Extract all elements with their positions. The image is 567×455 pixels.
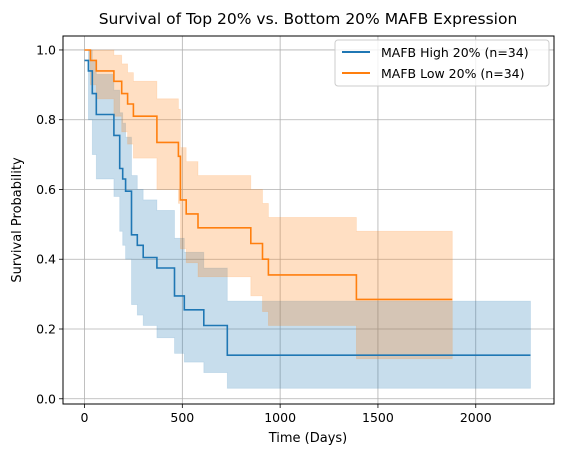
- chart-title: Survival of Top 20% vs. Bottom 20% MAFB …: [99, 10, 518, 28]
- y-tick-label-4: 0.8: [36, 112, 56, 127]
- plot-frame: [62, 35, 555, 405]
- y-tick-label-3: 0.6: [36, 182, 56, 197]
- x-tick-label-0: 0: [81, 410, 89, 425]
- y-tick-label-0: 0.0: [36, 391, 56, 406]
- legend-label-high: MAFB High 20% (n=34): [381, 45, 529, 60]
- x-tick-label-4: 2000: [460, 410, 492, 425]
- legend-box: [334, 39, 550, 87]
- legend: MAFB High 20% (n=34) MAFB Low 20% (n=34): [334, 39, 550, 87]
- ci-band-series-1: [84, 49, 453, 360]
- y-axis-ticks: 0.0 0.2 0.4 0.6 0.8 1.0: [36, 42, 63, 406]
- y-axis-label: Survival Probability: [10, 157, 25, 283]
- x-tick-label-3: 1500: [362, 410, 394, 425]
- y-tick-label-5: 1.0: [36, 42, 56, 57]
- ci-band-series-0: [84, 49, 531, 389]
- confidence-bands: [84, 49, 531, 389]
- survival-line-series-1: [84, 49, 453, 301]
- x-tick-label-2: 1000: [264, 410, 296, 425]
- x-tick-label-1: 500: [170, 410, 194, 425]
- x-axis-ticks: 0 500 1000 1500 2000: [81, 404, 492, 425]
- y-tick-label-2: 0.4: [36, 252, 56, 267]
- legend-label-low: MAFB Low 20% (n=34): [381, 66, 524, 81]
- x-axis-label: Time (Days): [268, 431, 348, 446]
- survival-curves: [84, 49, 531, 357]
- y-tick-label-1: 0.2: [36, 322, 56, 337]
- survival-line-series-0: [84, 59, 531, 357]
